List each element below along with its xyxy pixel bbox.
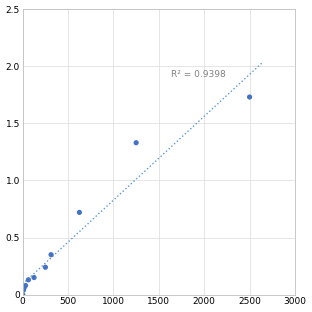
Point <box>22 285 27 290</box>
Point <box>20 292 25 297</box>
Point <box>77 210 82 215</box>
Point <box>32 275 37 280</box>
Text: R² = 0.9398: R² = 0.9398 <box>171 70 225 79</box>
Point <box>49 252 54 257</box>
Point <box>134 140 139 145</box>
Point <box>23 283 28 288</box>
Point <box>247 95 252 100</box>
Point <box>43 265 48 270</box>
Point <box>26 277 31 282</box>
Point <box>21 288 26 293</box>
